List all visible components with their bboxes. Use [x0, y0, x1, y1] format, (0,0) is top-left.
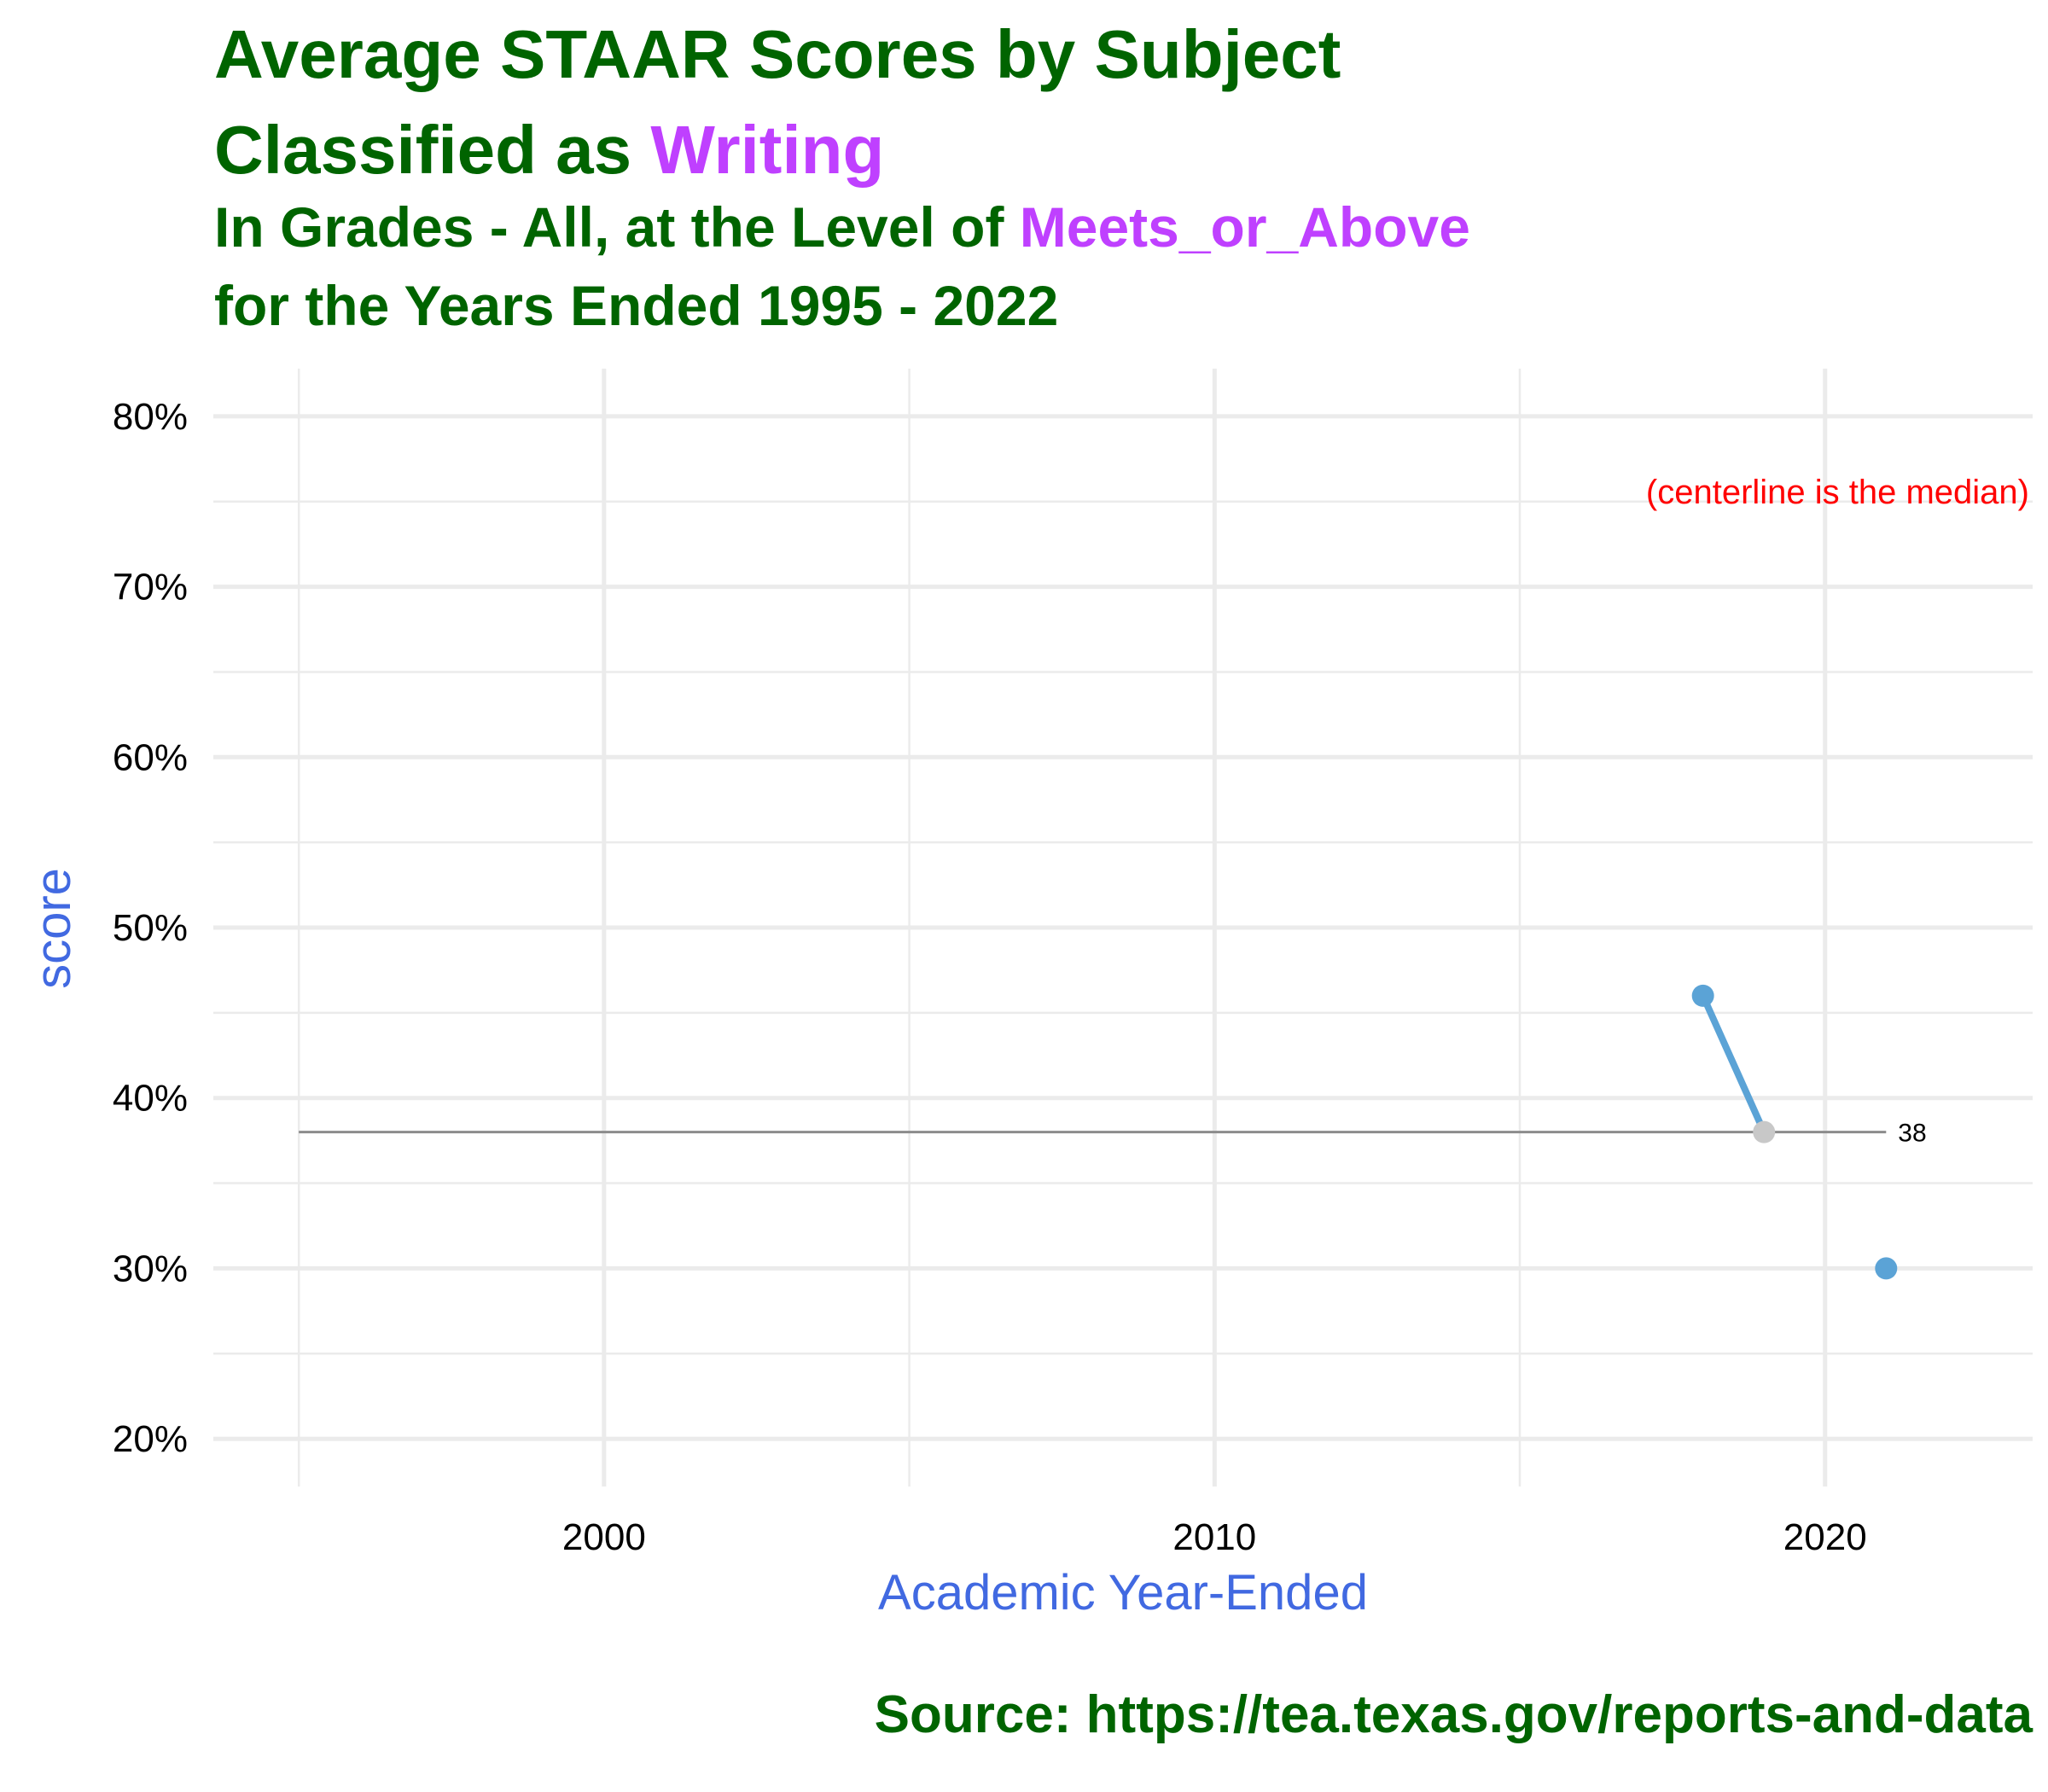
x-axis-title: Academic Year-Ended	[878, 1565, 1368, 1620]
x-tick-label: 2010	[1172, 1516, 1256, 1558]
series-line-segment	[1699, 992, 1768, 1136]
source-caption: Source: https://tea.texas.gov/reports-an…	[874, 1685, 2033, 1744]
y-tick-label: 20%	[113, 1418, 188, 1460]
chart-title-line-2: Classified as Writing	[214, 108, 884, 193]
y-tick-label: 60%	[113, 736, 188, 778]
y-tick-label: 30%	[113, 1248, 188, 1289]
data-point	[1691, 984, 1714, 1007]
y-tick-label: 70%	[113, 567, 188, 608]
x-tick-label: 2000	[562, 1516, 646, 1558]
subject-highlight: Writing	[650, 112, 885, 188]
y-tick-label: 40%	[113, 1078, 188, 1120]
chart-title: Average STAAR Scores by Subject	[214, 16, 1341, 92]
y-tick-label: 50%	[113, 907, 188, 949]
median-label: 38	[1898, 1120, 1926, 1148]
subtitle-prefix: In Grades - All, at the Level of	[214, 195, 1020, 259]
y-axis-title: score	[26, 868, 81, 989]
chart-subtitle-years: for the Years Ended 1995 - 2022	[214, 274, 1059, 337]
y-tick-label: 80%	[113, 396, 188, 438]
data-point	[1753, 1120, 1776, 1143]
title-prefix: Classified as	[214, 112, 651, 188]
chart-subtitle: In Grades - All, at the Level of Meets_o…	[214, 191, 1470, 263]
x-tick-label: 2020	[1783, 1516, 1867, 1558]
median-annotation: (centerline is the median)	[1646, 474, 2029, 511]
data-point	[1875, 1257, 1898, 1280]
level-highlight: Meets_or_Above	[1019, 195, 1470, 259]
